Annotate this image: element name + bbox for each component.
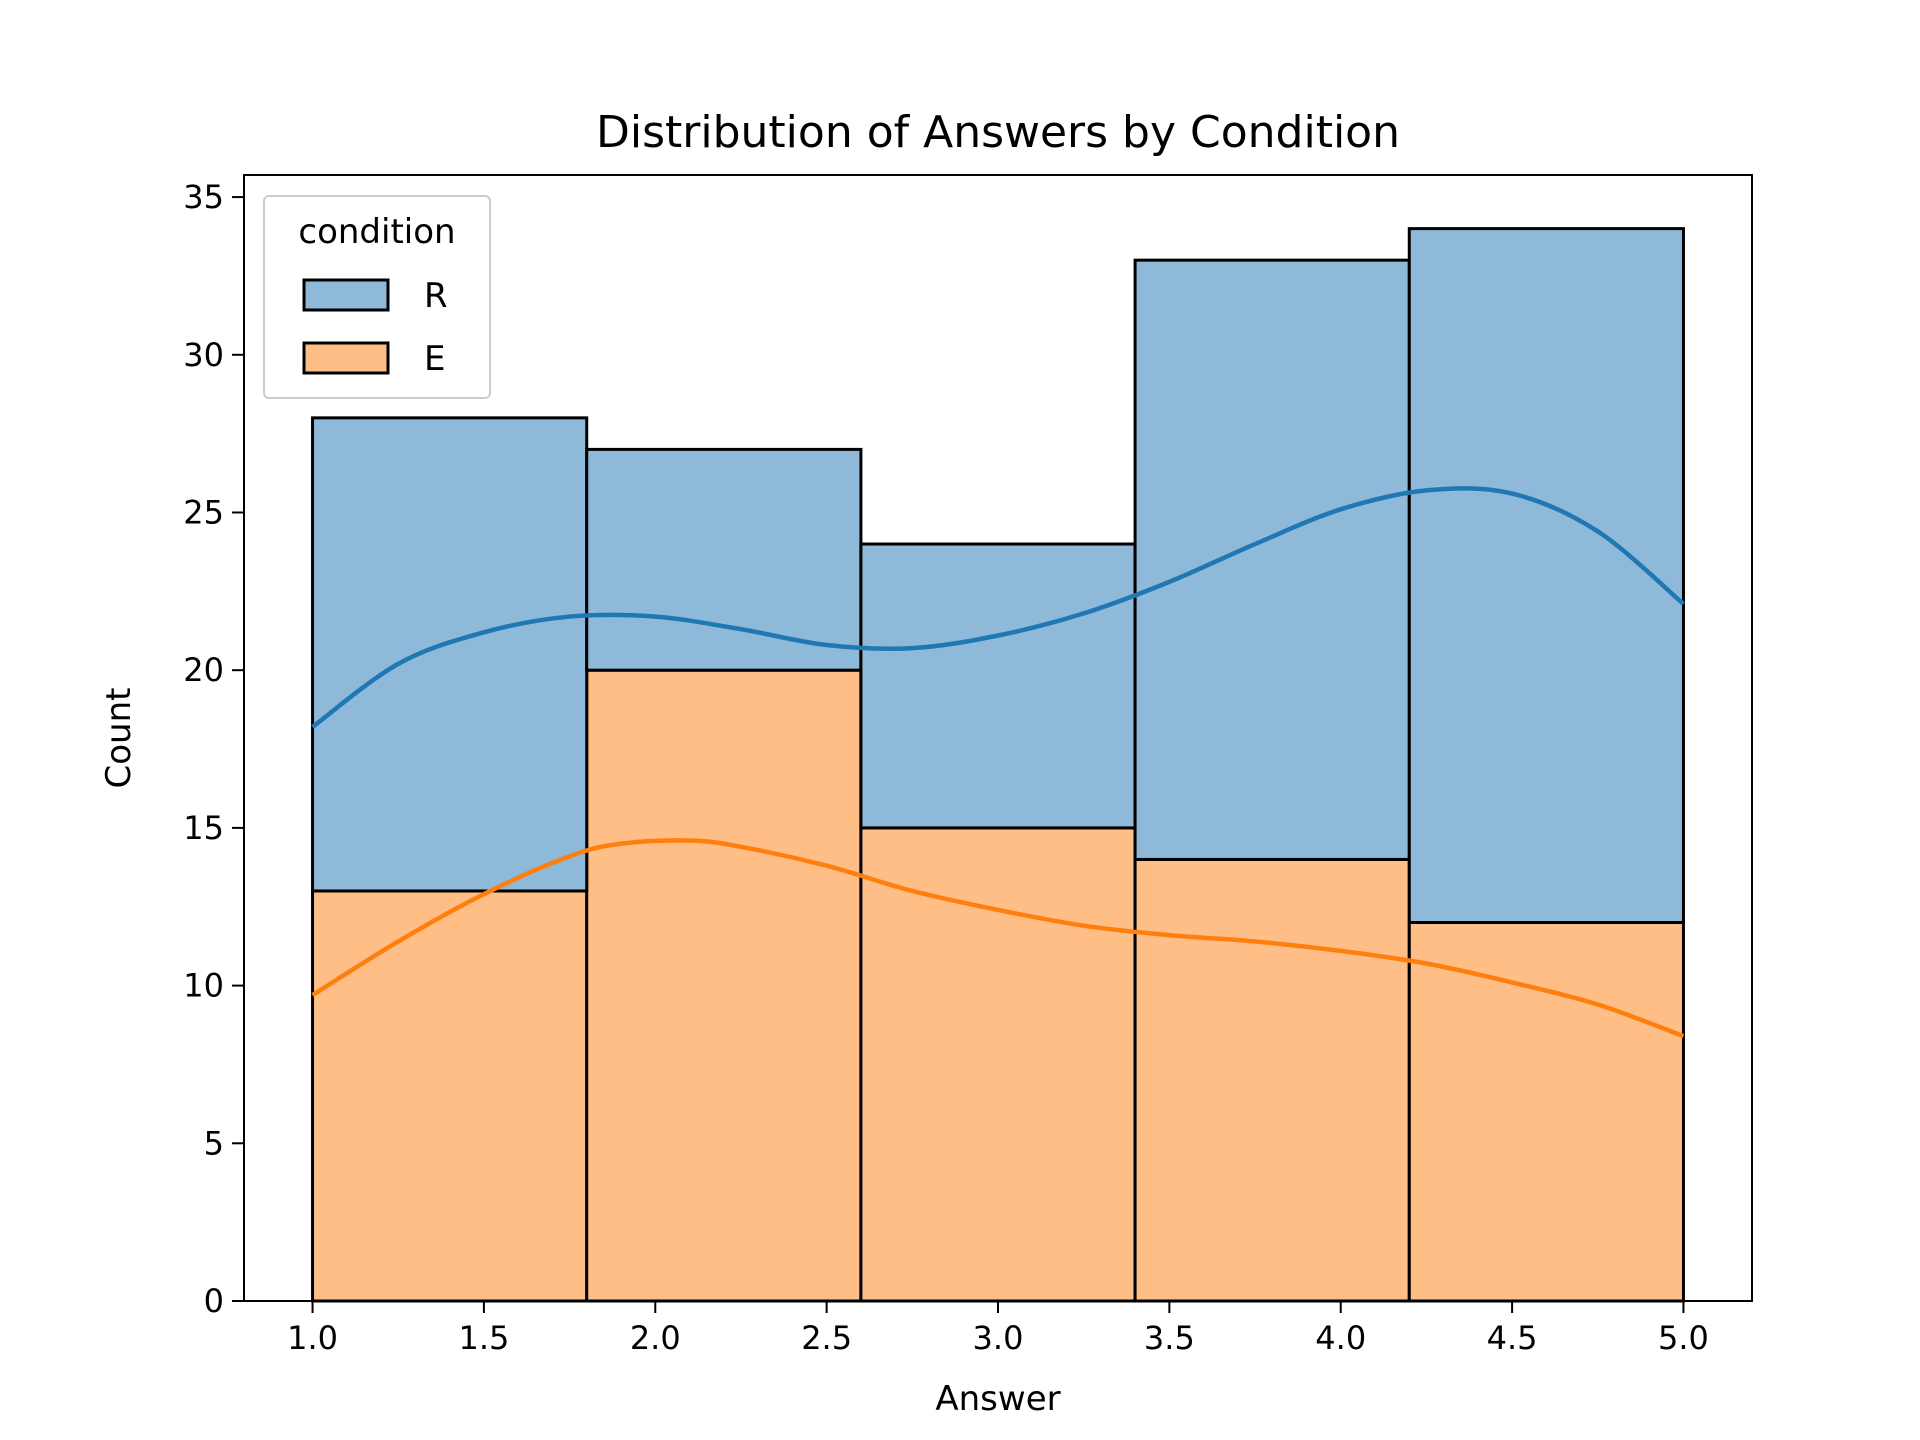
y-tick-label: 20 [183,651,224,689]
bar-R-5 [1407,227,1685,925]
y-tick-label: 35 [183,178,224,216]
bar-E-5 [1407,921,1685,1303]
x-tick-label: 2.0 [630,1319,681,1357]
bar-R-1 [311,416,589,893]
y-tick-label: 25 [183,493,224,531]
y-tick-label: 10 [183,967,224,1005]
bar-E-1 [311,889,589,1303]
kde-line-R [311,486,1685,729]
bar-E-4 [1133,857,1411,1303]
x-tick-label: 2.5 [801,1319,852,1357]
bar-E-2 [585,668,863,1303]
legend-title: condition [298,212,455,252]
legend-swatch-R [302,278,390,312]
x-tick-label: 3.0 [973,1319,1024,1357]
y-axis-title: Count [99,688,139,789]
legend-label-E: E [424,339,445,379]
legend-entries: RE [302,276,448,379]
y-tick-label: 15 [183,809,224,847]
bar-R-2 [585,447,863,672]
bar-R-3 [859,542,1137,830]
x-axis-title: Answer [935,1379,1060,1419]
kde-line-E [311,838,1685,1039]
x-tick-label: 4.0 [1315,1319,1366,1357]
kde-layer [311,486,1685,1039]
y-axis: 0 5 10 15 20 25 30 35 [183,178,244,1320]
legend-label-R: R [424,276,448,316]
bar-R-4 [1133,258,1411,861]
legend: condition RE [263,195,491,399]
legend-swatch-E [302,341,390,375]
x-tick-label: 4.5 [1487,1319,1538,1357]
y-tick-label: 0 [204,1282,224,1320]
x-tick-label: 1.0 [287,1319,338,1357]
bars-layer [311,227,1685,1303]
x-tick-label: 3.5 [1144,1319,1195,1357]
chart-title: Distribution of Answers by Condition [596,107,1400,158]
x-tick-label: 1.5 [458,1319,509,1357]
x-tick-label: 5.0 [1658,1319,1709,1357]
bar-E-3 [859,826,1137,1303]
y-tick-label: 30 [183,336,224,374]
x-axis: 1.0 1.5 2.0 2.5 3.0 3.5 4.0 4.5 5.0 [287,1301,1709,1357]
y-tick-label: 5 [204,1124,224,1162]
